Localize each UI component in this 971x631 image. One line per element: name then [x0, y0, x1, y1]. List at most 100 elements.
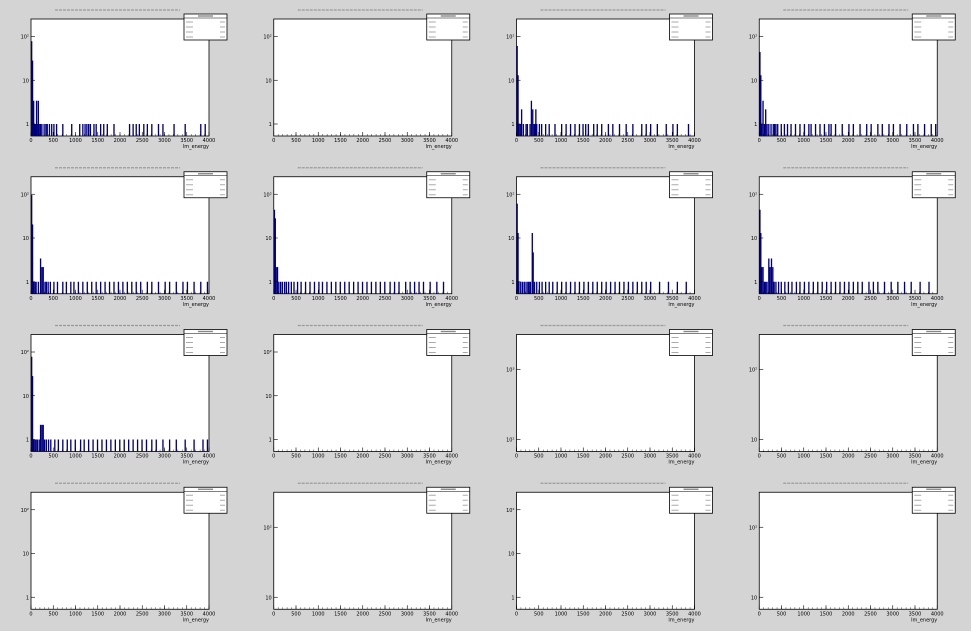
histogram-bar [48, 124, 51, 136]
histogram-bar [618, 281, 621, 294]
x-tick-label: 4000 [445, 296, 458, 302]
histogram-bar [45, 439, 48, 452]
histogram-bar [861, 281, 863, 294]
histogram-bar [772, 267, 774, 294]
histogram-bar [31, 376, 34, 452]
x-tick-label: 500 [291, 611, 301, 617]
histogram-bar [517, 75, 519, 136]
histogram-bar [517, 233, 519, 294]
histogram-bar [91, 281, 93, 294]
histogram-bar [352, 281, 355, 294]
histogram-bar [384, 281, 386, 294]
histogram-bar [773, 281, 775, 294]
histogram-bar [393, 281, 396, 294]
histogram-bar [132, 439, 134, 452]
histogram-bar [583, 281, 585, 294]
x-tick-label: 2500 [864, 454, 877, 460]
x-tick-label: 0 [29, 138, 32, 144]
histogram-bar [525, 281, 527, 294]
histogram-bar [759, 209, 761, 294]
histogram-bar [585, 124, 587, 136]
histogram-bar [826, 281, 828, 294]
x-tick-label: 4000 [203, 611, 216, 617]
histogram-bar [86, 124, 88, 136]
histogram-bar [775, 281, 777, 294]
x-tick-label: 0 [515, 611, 518, 617]
x-tick-label: 3500 [909, 296, 922, 302]
x-tick-label: 2000 [356, 138, 369, 144]
histogram-bar [375, 281, 377, 294]
y-tick-label: 10² [749, 35, 757, 41]
x-tick-label: 0 [29, 611, 32, 617]
x-tick-label: 4000 [445, 454, 458, 460]
histogram-bar [62, 439, 64, 452]
x-tick-label: 0 [272, 296, 275, 302]
x-axis-label: lm_energy [668, 460, 694, 466]
x-tick-label: 4000 [688, 138, 701, 144]
y-tick-label: 10² [506, 508, 514, 514]
histogram-bar [50, 439, 52, 452]
histogram-bar [206, 281, 209, 294]
histogram-bar [36, 439, 39, 452]
stats-box [183, 171, 228, 199]
histogram-bar [436, 281, 438, 294]
y-tick-label: 1 [269, 280, 272, 286]
histogram-bar [110, 439, 112, 452]
x-tick-label: 2000 [599, 138, 612, 144]
x-tick-label: 2500 [621, 138, 634, 144]
histogram-bar [429, 281, 431, 294]
x-tick-label: 3000 [401, 138, 414, 144]
histogram-bar [193, 439, 195, 452]
histogram-bar [89, 124, 92, 136]
histogram-pad: 0 500 1000 1500 2000 2500 3000 3500 4000lm_energ… [506, 324, 713, 466]
x-tick-label: 3000 [644, 296, 657, 302]
x-tick-label: 500 [534, 138, 544, 144]
histogram-bar [44, 281, 46, 294]
x-tick-label: 500 [777, 454, 787, 460]
histogram-bar [39, 258, 42, 294]
histogram-bar [339, 281, 341, 294]
x-tick-label: 1500 [91, 296, 104, 302]
histogram-bar [819, 124, 821, 136]
histogram-bar [93, 124, 95, 136]
histogram-bar [41, 424, 43, 452]
histogram-bar [877, 281, 879, 294]
histogram-bar [541, 281, 543, 294]
x-axis-label: lm_energy [426, 144, 452, 150]
histogram-bar [799, 281, 801, 294]
histogram-bar [146, 124, 149, 136]
histogram-bar [405, 281, 407, 294]
histogram-bar [31, 224, 34, 294]
histogram-bar [101, 439, 103, 452]
plot-frame [273, 491, 453, 610]
y-tick-label: 1 [754, 122, 757, 128]
histogram-bar [587, 281, 590, 294]
histogram-bar [890, 281, 892, 294]
histogram-bar [821, 281, 823, 294]
x-tick-label: 3500 [666, 296, 679, 302]
histogram-bar [868, 281, 870, 294]
histogram-bar [556, 281, 558, 294]
histogram-bar [204, 124, 206, 136]
x-tick-label: 500 [777, 138, 787, 144]
y-tick-label: 10 [23, 78, 29, 84]
histogram-bar [95, 281, 97, 294]
x-tick-label: 2500 [379, 138, 392, 144]
histogram-pad: 0 500 1000 1500 2000 2500 3000 3500 4000lm_energ… [263, 324, 471, 466]
histogram-bar [848, 281, 850, 294]
histogram-bar [554, 124, 556, 136]
x-tick-label: 3000 [158, 611, 171, 617]
histogram-bar [516, 45, 518, 136]
histogram-bar [200, 124, 202, 136]
x-tick-label: 1500 [820, 611, 833, 617]
histogram-bar [370, 281, 373, 294]
histogram-bar [665, 124, 667, 136]
histogram-bar [656, 124, 658, 136]
histogram-bar [538, 281, 541, 294]
x-tick-label: 1500 [577, 454, 590, 460]
histogram-bar [848, 124, 850, 136]
x-tick-label: 3000 [886, 138, 899, 144]
histogram-bar [413, 281, 416, 294]
x-tick-label: 0 [758, 296, 761, 302]
x-tick-label: 3000 [644, 611, 657, 617]
